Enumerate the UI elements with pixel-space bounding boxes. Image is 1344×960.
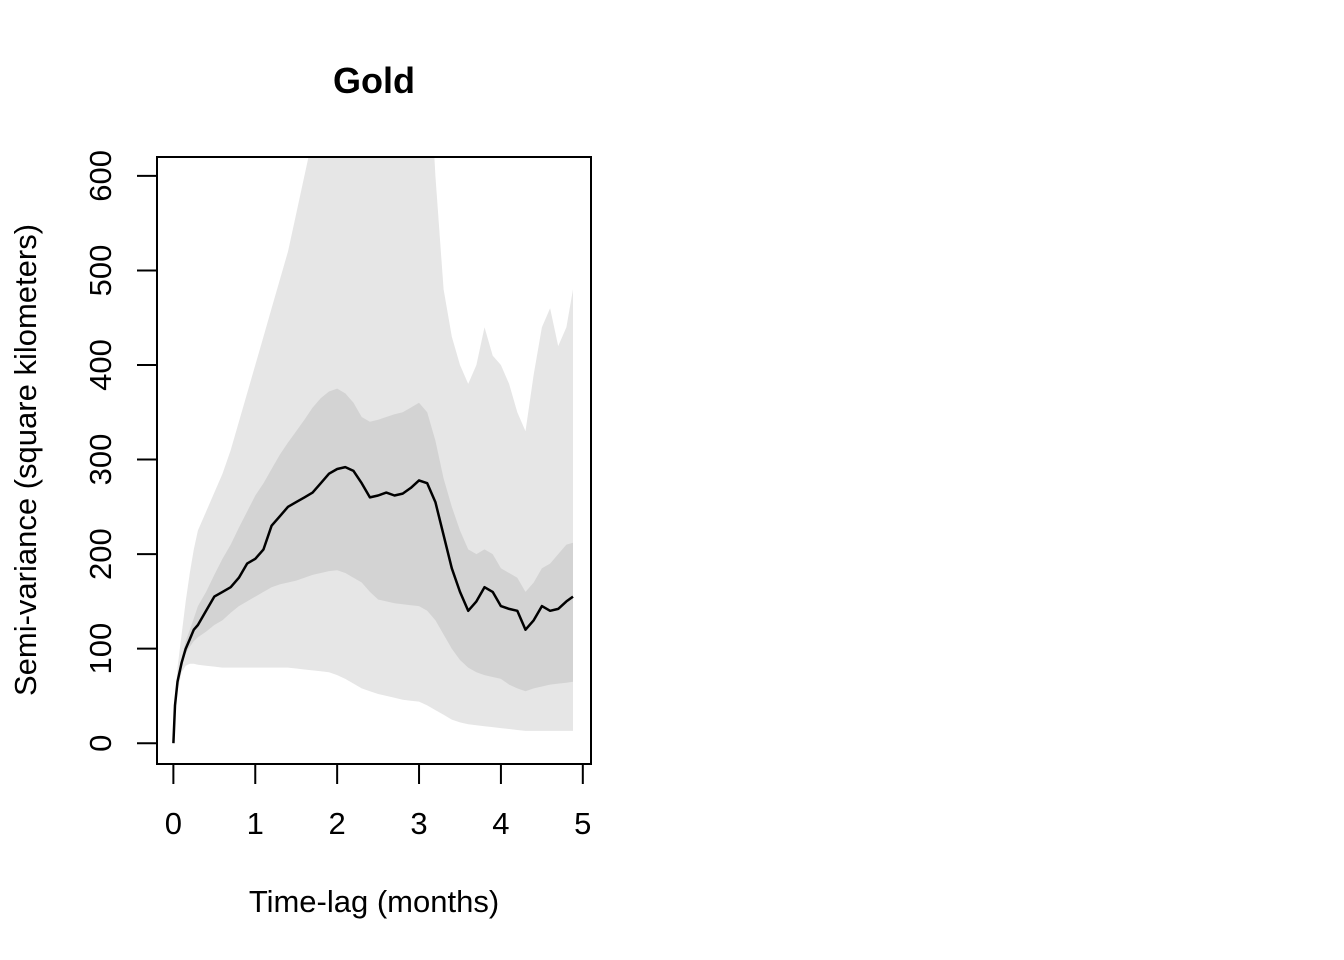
x-tick-label: 5: [574, 806, 591, 841]
x-axis-label: Time-lag (months): [249, 884, 499, 919]
x-tick-label: 0: [165, 806, 182, 841]
y-tick-label: 0: [83, 735, 118, 752]
x-tick-label: 3: [410, 806, 427, 841]
inner-confidence-band: [173, 388, 573, 744]
y-tick-label: 500: [83, 245, 118, 297]
y-tick-label: 100: [83, 623, 118, 675]
semivariance-line: [172, 465, 574, 744]
y-tick-label: 300: [83, 434, 118, 486]
x-axis: 0 1 2 3 4 5: [165, 763, 591, 841]
y-axis-label: Semi-variance (square kilometers): [8, 224, 43, 696]
y-tick-label: 200: [83, 528, 118, 580]
y-tick-label: 600: [83, 150, 118, 202]
chart-title: Gold: [333, 60, 415, 101]
y-axis: 0 100 200 300 400 500 600: [83, 150, 158, 752]
y-tick-label: 400: [83, 339, 118, 391]
x-tick-label: 2: [329, 806, 346, 841]
x-tick-label: 4: [492, 806, 509, 841]
plot-area: [172, 157, 574, 744]
x-tick-label: 1: [247, 806, 264, 841]
